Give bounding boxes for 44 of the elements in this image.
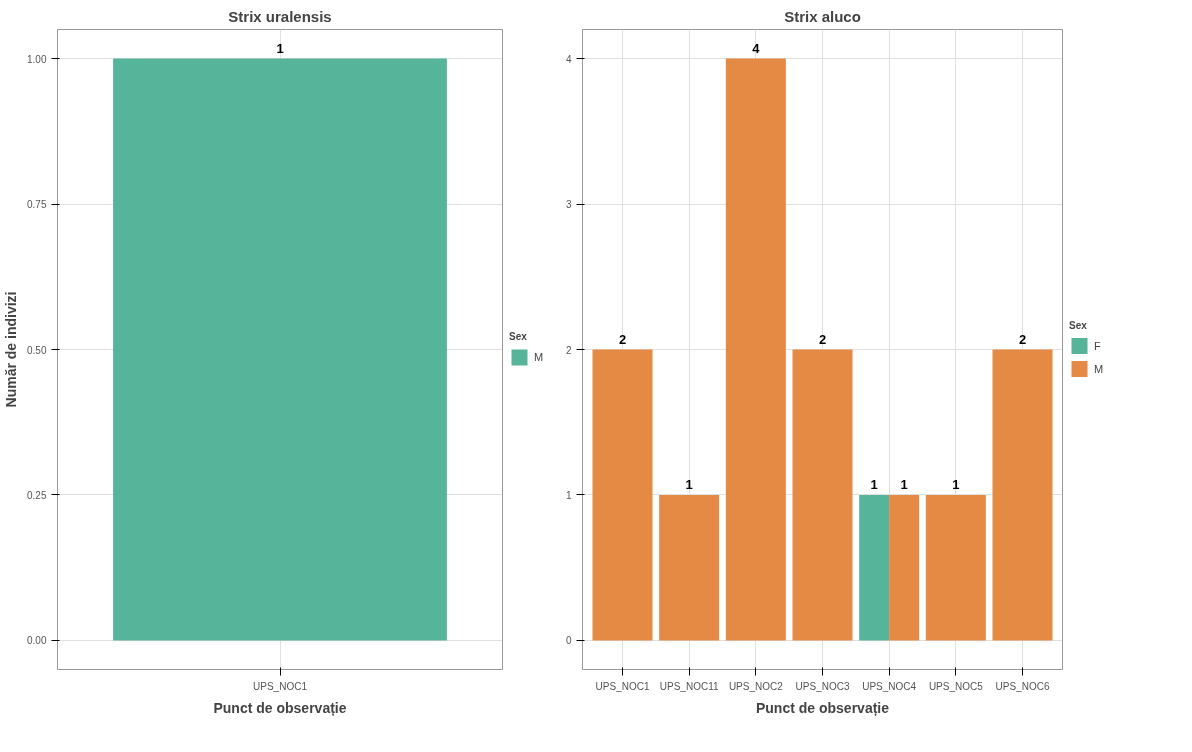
legend-label: M — [1094, 362, 1105, 375]
y-tick-label: 0.00 — [27, 635, 47, 647]
legend-title: Sex — [1069, 319, 1088, 331]
y-tick-label: 1 — [565, 489, 572, 501]
data-label: 1 — [952, 476, 960, 492]
data-label: 2 — [618, 331, 627, 347]
bar — [925, 494, 986, 641]
data-label: 2 — [1018, 331, 1027, 347]
y-axis-title: Număr de indivizi — [3, 291, 20, 408]
y-tick-label: 0.25 — [27, 489, 47, 501]
x-axis-title: Punct de observație — [213, 699, 347, 716]
bar — [859, 494, 890, 641]
legend-title: Sex — [509, 331, 528, 342]
bar — [792, 349, 853, 641]
chart-title: Strix aluco — [784, 7, 861, 25]
bar — [659, 494, 720, 641]
y-tick-label: 4 — [565, 53, 572, 65]
y-tick-label: 1.00 — [27, 53, 47, 65]
bar — [592, 349, 653, 641]
data-label: 1 — [870, 476, 878, 492]
x-tick-label: UPS_NOC11 — [659, 680, 719, 692]
data-label: 1 — [900, 476, 908, 492]
x-tick-label: UPS_NOC6 — [995, 680, 1050, 692]
y-tick-label: 0.50 — [27, 344, 47, 356]
bar — [725, 58, 786, 641]
legend-label: M — [534, 351, 545, 363]
x-axis-title: Punct de observație — [755, 699, 890, 716]
data-label: 2 — [818, 331, 827, 347]
y-tick-label: 2 — [565, 344, 572, 356]
x-tick-label: UPS_NOC1 — [253, 680, 308, 692]
y-tick-label: 0 — [565, 635, 572, 647]
x-tick-label: UPS_NOC4 — [862, 680, 917, 692]
x-tick-label: UPS_NOC1 — [595, 680, 650, 692]
x-tick-label: UPS_NOC2 — [728, 680, 784, 692]
data-label: 1 — [276, 40, 284, 56]
data-label: 4 — [752, 40, 761, 56]
legend-label: F — [1094, 339, 1102, 352]
y-tick-label: 3 — [565, 199, 572, 211]
chart-title: Strix uralensis — [228, 7, 332, 25]
y-tick-label: 0.75 — [27, 199, 47, 211]
x-tick-label: UPS_NOC3 — [795, 680, 850, 692]
data-label: 1 — [685, 476, 693, 492]
bar — [992, 349, 1053, 641]
x-tick-label: UPS_NOC5 — [928, 680, 984, 692]
